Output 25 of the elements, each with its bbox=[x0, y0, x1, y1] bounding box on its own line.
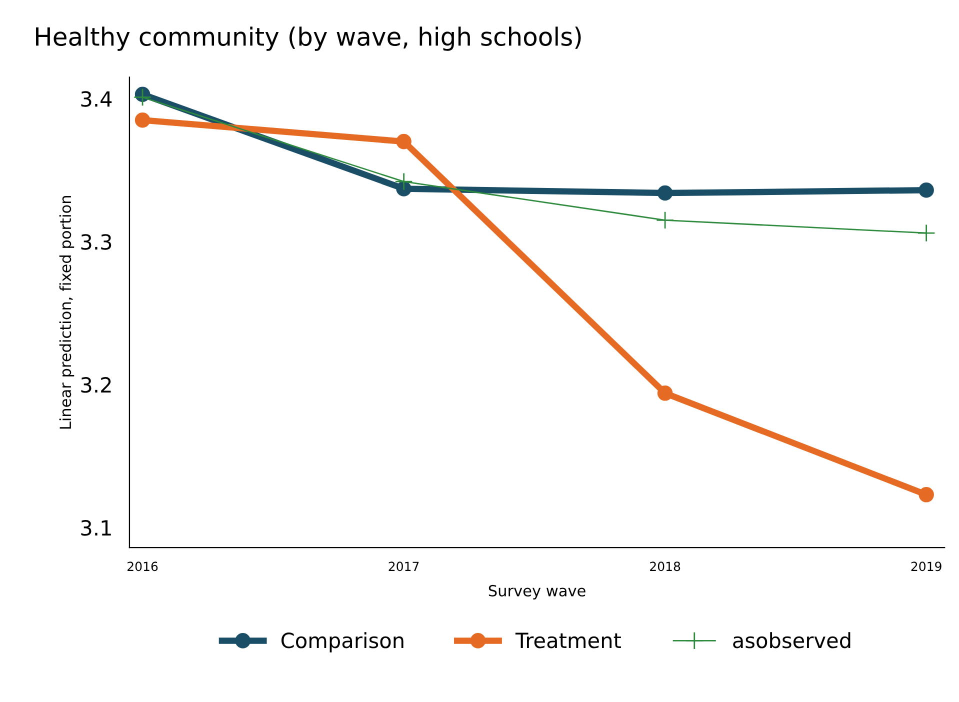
point bbox=[657, 185, 673, 201]
point bbox=[396, 181, 412, 196]
x-axis-title: Survey wave bbox=[488, 584, 586, 600]
legend-label: Comparison bbox=[281, 632, 404, 652]
point bbox=[394, 172, 413, 191]
point bbox=[134, 112, 150, 128]
y-tick-label: 3.1 bbox=[81, 520, 111, 536]
x-tick-label: 2017 bbox=[388, 562, 419, 572]
y-axis-title: Linear prediction, fixed portion bbox=[59, 196, 74, 429]
y-tick-label: 3.2 bbox=[81, 377, 111, 393]
point bbox=[396, 134, 412, 150]
point bbox=[918, 182, 934, 198]
y-tick-label: 3.3 bbox=[81, 234, 112, 250]
point bbox=[656, 211, 674, 230]
point bbox=[917, 224, 936, 242]
chart-title: Healthy community (by wave, high schools) bbox=[36, 26, 581, 51]
y-tick-label: 3.4 bbox=[81, 91, 112, 107]
x-tick-label: 2018 bbox=[650, 562, 680, 572]
legend-label: asobserved bbox=[733, 632, 850, 648]
x-tick-label: 2016 bbox=[128, 562, 158, 572]
point bbox=[657, 386, 673, 401]
point bbox=[134, 88, 152, 106]
point bbox=[918, 487, 934, 502]
x-tick-label: 2019 bbox=[911, 562, 942, 572]
legend-label: Treatment bbox=[515, 632, 621, 648]
